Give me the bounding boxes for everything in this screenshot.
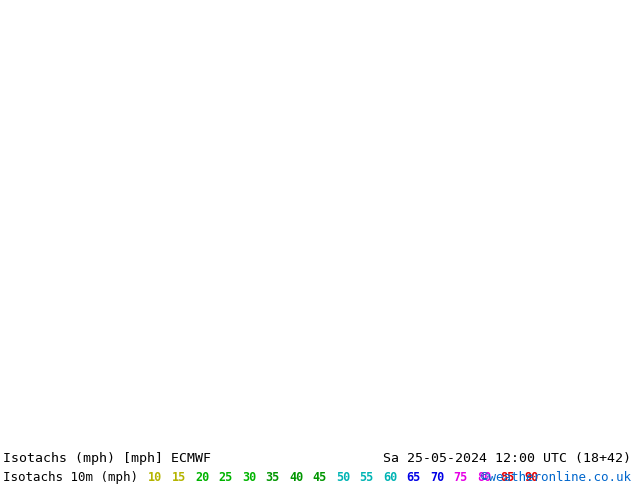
- Text: Sa 25-05-2024 12:00 UTC (18+42): Sa 25-05-2024 12:00 UTC (18+42): [383, 452, 631, 465]
- Text: 25: 25: [219, 471, 233, 484]
- Text: 10: 10: [148, 471, 162, 484]
- Text: 75: 75: [453, 471, 468, 484]
- Text: 90: 90: [524, 471, 538, 484]
- Text: ©weatheronline.co.uk: ©weatheronline.co.uk: [481, 471, 631, 484]
- Text: 60: 60: [383, 471, 398, 484]
- Text: 35: 35: [266, 471, 280, 484]
- Text: 30: 30: [242, 471, 256, 484]
- Text: 85: 85: [500, 471, 515, 484]
- Text: Isotachs (mph) [mph] ECMWF: Isotachs (mph) [mph] ECMWF: [3, 452, 211, 465]
- Text: 80: 80: [477, 471, 491, 484]
- Text: 70: 70: [430, 471, 444, 484]
- Text: 55: 55: [359, 471, 374, 484]
- Text: 45: 45: [313, 471, 327, 484]
- Text: 20: 20: [195, 471, 209, 484]
- Text: 40: 40: [289, 471, 303, 484]
- Text: 65: 65: [406, 471, 421, 484]
- Text: 50: 50: [336, 471, 350, 484]
- Text: Isotachs 10m (mph): Isotachs 10m (mph): [3, 471, 138, 484]
- Text: 15: 15: [172, 471, 186, 484]
